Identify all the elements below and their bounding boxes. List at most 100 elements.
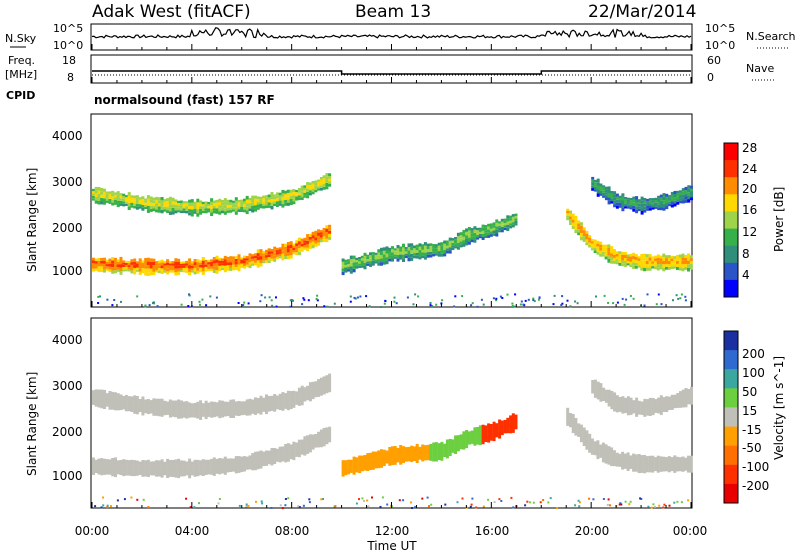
power-cell (571, 216, 575, 220)
power-cell (210, 264, 214, 267)
power-cell (506, 227, 510, 231)
power-cell (582, 236, 586, 239)
velocity-cell (152, 461, 156, 476)
power-speckle (527, 298, 530, 301)
power-cell (92, 260, 95, 264)
velocity-cell (245, 399, 249, 416)
power-cell (149, 199, 153, 203)
power-cell (177, 210, 181, 213)
power-cell (179, 203, 183, 206)
power-cell (665, 258, 668, 261)
power-cell (626, 256, 630, 259)
power-cell (328, 181, 332, 184)
power-cell (254, 258, 257, 261)
power-cell (654, 263, 658, 267)
velocity-cell (122, 459, 126, 477)
power-cell (94, 266, 98, 269)
power-cell (306, 237, 310, 241)
power-cell (265, 200, 268, 203)
power-cbar-tick-4: 4 (742, 268, 750, 282)
power-cell (259, 252, 263, 257)
power-cell (196, 267, 200, 271)
power-cell (284, 190, 288, 194)
velocity-cell (662, 456, 666, 472)
power-cell (421, 252, 425, 256)
power-cell (157, 268, 161, 271)
velocity-cell (615, 452, 619, 467)
power-cell (593, 184, 597, 187)
velocity-cell (286, 390, 290, 411)
velocity-speckle (673, 501, 676, 504)
velocity-cell (634, 454, 638, 472)
power-cell (130, 205, 134, 208)
power-cell (300, 243, 304, 247)
power-speckle (574, 300, 577, 303)
power-cell (632, 196, 636, 200)
velocity-cell (243, 456, 246, 472)
velocity-speckle (421, 497, 424, 500)
power-cell (265, 197, 268, 201)
power-cell (676, 264, 679, 267)
velocity-speckle (123, 498, 126, 501)
power-cell (177, 207, 181, 210)
power-cell (267, 197, 271, 200)
power-cell (179, 270, 183, 273)
power-cell (226, 262, 230, 266)
power-cell (615, 256, 619, 260)
power-cell (624, 199, 628, 202)
power-cell (487, 226, 491, 230)
velocity-speckle (414, 506, 417, 509)
power-cell (678, 254, 682, 258)
power-cell (681, 260, 685, 265)
power-colorbar-cell (724, 279, 738, 298)
power-cell (146, 209, 150, 213)
power-cell (262, 195, 266, 199)
power-cell (659, 200, 663, 204)
power-cell (448, 237, 452, 241)
power-cell (410, 250, 414, 254)
power-speckle (349, 295, 352, 298)
power-cell (402, 254, 405, 259)
power-cell (295, 190, 299, 193)
velocity-cell (673, 394, 677, 409)
power-cell (651, 266, 655, 269)
power-cell (503, 227, 507, 231)
power-cell (245, 258, 249, 261)
power-cell (152, 208, 156, 212)
power-cell (130, 195, 134, 198)
power-cell (366, 257, 370, 260)
velocity-cell (174, 459, 178, 478)
power-cell (182, 210, 186, 214)
power-cell (459, 238, 463, 242)
power-cell (382, 254, 386, 258)
power-speckle (537, 298, 540, 301)
velocity-cell (440, 441, 444, 461)
velocity-speckle (260, 500, 263, 503)
power-cell (273, 252, 277, 256)
power-cell (295, 246, 299, 250)
velocity-cell (122, 396, 126, 410)
power-cell (437, 242, 441, 246)
power-cell (626, 204, 630, 207)
power-cell (317, 242, 321, 246)
velocity-cell (319, 429, 323, 448)
velocity-cell (500, 420, 504, 436)
velocity-speckle (245, 503, 248, 506)
power-cell (462, 243, 466, 247)
power-cell (193, 262, 197, 266)
power-cell (632, 208, 636, 212)
power-cell (377, 262, 381, 266)
velocity-cell (618, 453, 622, 467)
noise-trace (91, 26, 692, 39)
velocity-speckle (284, 498, 287, 500)
power-cell (254, 208, 257, 212)
velocity-cell (179, 400, 183, 419)
velocity-cell (133, 460, 137, 477)
power-cell (382, 261, 386, 265)
power-cell (358, 263, 362, 266)
power-cell (621, 193, 625, 197)
power-cell (190, 202, 194, 207)
power-cell (615, 261, 619, 265)
power-cell (429, 254, 433, 258)
power-cell (229, 202, 233, 205)
